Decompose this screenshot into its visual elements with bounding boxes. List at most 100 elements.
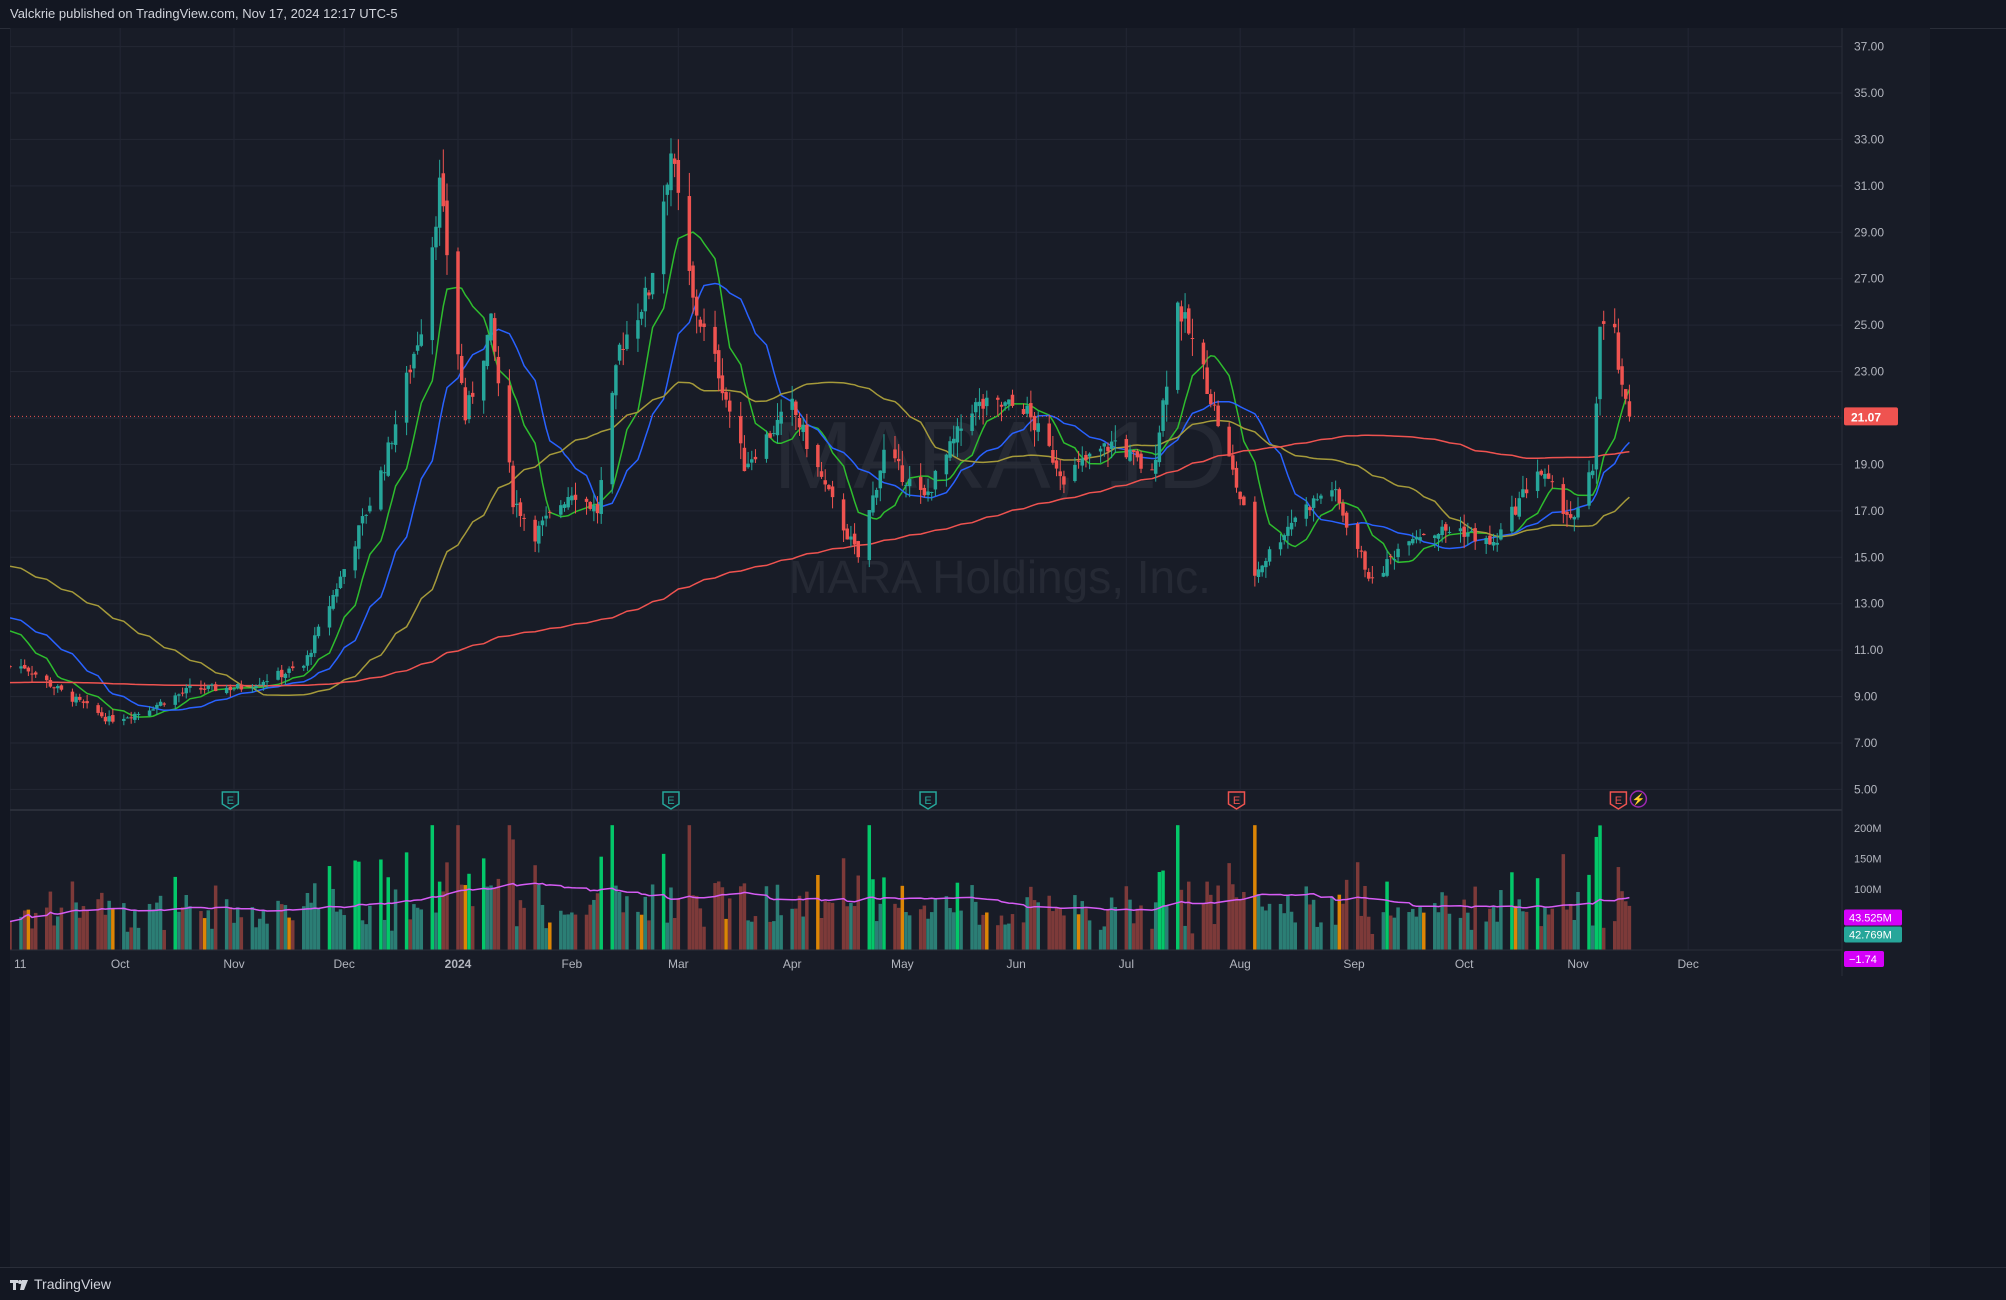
earnings-icon [1227, 791, 1246, 810]
chart-canvas[interactable]: MARA, 1D MARA Holdings, Inc. E E E E E ⚡ 37.0… [8, 28, 1930, 1268]
volume-bar [985, 912, 989, 950]
earnings-marker[interactable]: E [1609, 791, 1628, 810]
candle-body [1054, 460, 1059, 469]
candle-body [948, 441, 952, 458]
volume-bar [470, 906, 475, 950]
candle-body [739, 416, 743, 444]
volume-bar [970, 885, 974, 950]
candle-body [1341, 503, 1345, 516]
volume-bar [1003, 924, 1007, 950]
volume-bar [1205, 881, 1209, 950]
candle-body [133, 713, 137, 720]
candle-body [1620, 366, 1624, 385]
candle-body [643, 287, 648, 312]
volume-bar [368, 905, 372, 950]
candle-body [562, 504, 567, 508]
candle-body [232, 688, 236, 690]
candle-body [1491, 541, 1496, 546]
earnings-marker[interactable]: E [662, 791, 680, 810]
candle-body [1366, 572, 1371, 579]
candle-body [1084, 454, 1088, 461]
candle-body [1388, 556, 1393, 558]
earnings-marker[interactable]: E [919, 791, 937, 810]
earnings-marker[interactable]: E [1227, 791, 1246, 810]
volume-bar [364, 924, 368, 950]
candle-body [610, 392, 614, 485]
tradingview-logo[interactable]: TradingView [10, 1276, 111, 1292]
volume-bar [621, 912, 625, 950]
volume-bar [33, 912, 38, 950]
dividend-marker[interactable]: ⚡ [1629, 790, 1648, 808]
volume-bar [518, 900, 523, 950]
volume-bar [779, 915, 783, 950]
candle-body [1139, 453, 1143, 469]
volume-bar [1286, 895, 1290, 950]
volume-bar [1179, 889, 1184, 950]
volume-bar [283, 905, 288, 950]
candle-body [1590, 470, 1595, 476]
volume-bar [537, 884, 541, 950]
candle-body [1062, 476, 1066, 485]
candle-body [261, 681, 266, 686]
candle-body [1161, 400, 1165, 432]
volume-bar [900, 885, 905, 950]
time-label: Jun [1006, 957, 1025, 971]
candle-body [1440, 526, 1444, 536]
time-label: May [891, 957, 914, 971]
earnings-marker[interactable]: E [221, 791, 240, 810]
candle-body [1359, 550, 1364, 552]
candle-body [1433, 535, 1437, 539]
volume-bar [1113, 906, 1118, 950]
candle-body [548, 511, 552, 513]
volume-bar [1084, 908, 1088, 950]
volume-bar [1330, 896, 1334, 950]
moving-average-line [9, 231, 1631, 718]
candle-body [1550, 481, 1555, 483]
candle-body [279, 669, 284, 678]
time-label: Nov [1567, 957, 1588, 971]
candle-body [856, 541, 861, 558]
candle-body [621, 348, 625, 350]
candle-body [1436, 533, 1441, 539]
volume-bar [1392, 917, 1397, 950]
candle-body [437, 177, 442, 228]
volume-bar [753, 916, 758, 950]
volume-bar [313, 883, 317, 950]
volume-bar [1021, 922, 1026, 950]
volume-bar [1234, 897, 1239, 950]
candle-body [1315, 499, 1320, 501]
candle-body [1333, 489, 1338, 491]
candle-body [1447, 531, 1452, 533]
volume-bar [1458, 917, 1463, 950]
candle-body [74, 696, 78, 703]
candle-body [595, 504, 600, 514]
volume-bar [1098, 929, 1103, 950]
volume-bar [1344, 879, 1349, 950]
candle-body [1289, 522, 1294, 530]
candle-body [1308, 507, 1312, 511]
candle-body [445, 200, 449, 256]
volume-bar [1201, 903, 1206, 950]
volume-bar [1025, 897, 1029, 950]
candle-body [702, 323, 706, 327]
candle-body [1128, 449, 1132, 461]
volume-bar [944, 896, 949, 950]
volume-bar [1102, 926, 1107, 950]
candle-body [1212, 404, 1217, 406]
volume-bar [720, 887, 725, 950]
volume-bar [1175, 825, 1180, 950]
candle-body [415, 345, 420, 351]
volume-bar [794, 908, 798, 950]
price-tick: 33.00 [1854, 132, 1884, 146]
candle-body [750, 459, 754, 463]
candle-body [926, 491, 930, 495]
candle-body [59, 685, 64, 690]
candle-body [485, 334, 490, 367]
candle-body [1337, 489, 1342, 504]
candle-body [955, 426, 960, 443]
candle-body [408, 369, 413, 373]
chart-area[interactable]: MARA, 1D MARA Holdings, Inc. E E E E E ⚡ 37.0… [8, 28, 1930, 1268]
candle-body [1286, 526, 1290, 536]
candle-body [544, 515, 548, 519]
candle-body [1267, 549, 1272, 562]
